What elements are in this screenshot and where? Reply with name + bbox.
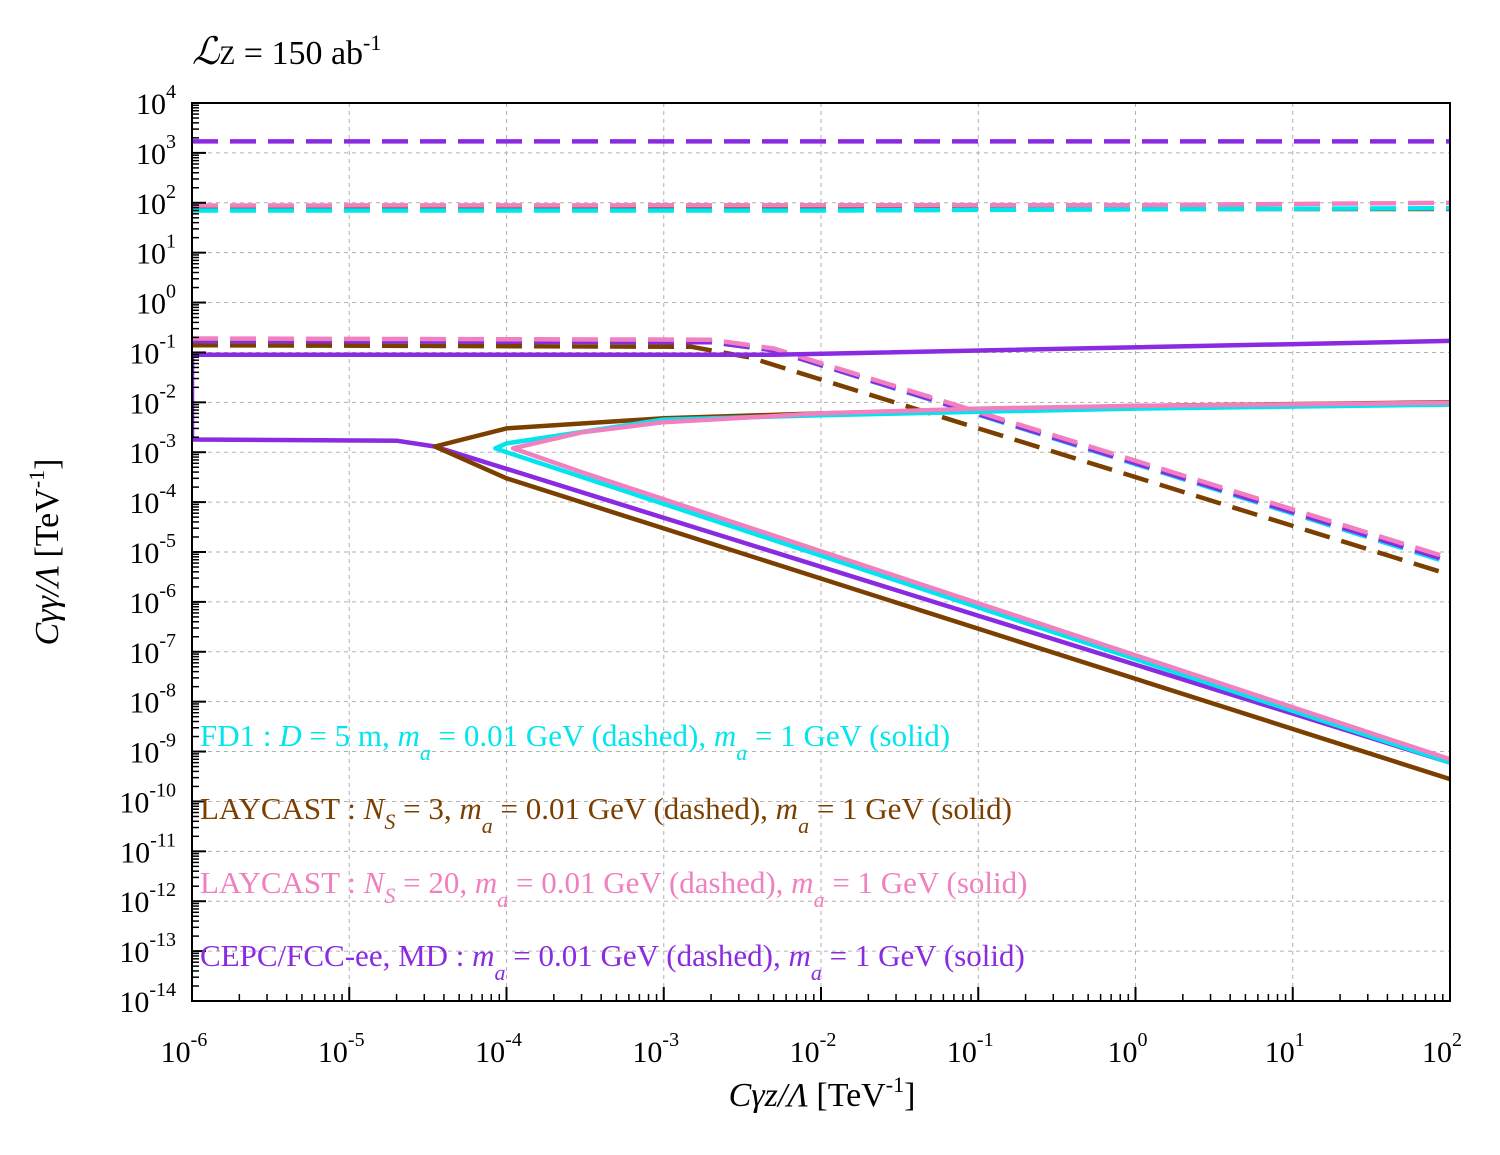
x-tick-label: 10-5 [318, 1029, 365, 1069]
y-tick-label: 103 [136, 131, 176, 171]
y-tick-label: 10-11 [120, 829, 176, 869]
legend-entry-laycast-ns20: LAYCAST : NS = 20, ma = 0.01 GeV (dashed… [200, 865, 1027, 912]
y-tick-label: 10-7 [129, 630, 176, 670]
x-tick-label: 10-1 [947, 1029, 994, 1069]
x-axis-title: Cγz/Λ [TeV-1] [729, 1072, 916, 1114]
y-tick-label: 10-5 [129, 530, 176, 570]
series-line-7 [192, 336, 1450, 561]
y-tick-label: 10-3 [129, 430, 176, 470]
grid [192, 103, 1450, 1001]
y-tick-label: 104 [136, 81, 176, 121]
y-tick-label: 10-1 [129, 330, 176, 370]
series-line-8 [192, 338, 1450, 765]
y-tick-label: 10-4 [129, 480, 176, 520]
legend-entry-fd1: FD1 : D = 5 m, ma = 0.01 GeV (dashed), m… [200, 718, 950, 765]
luminosity-label: ℒZ = 150 ab-1 [192, 30, 381, 73]
y-tick-label: 100 [136, 281, 176, 321]
x-tick-label: 100 [1108, 1029, 1148, 1069]
y-tick-label: 102 [136, 181, 176, 221]
x-tick-label: 102 [1422, 1029, 1462, 1069]
legend-entry-cepc-fcc-md: CEPC/FCC-ee, MD : ma = 0.01 GeV (dashed)… [200, 938, 1025, 985]
series-line-10 [493, 402, 1450, 765]
series-line-1 [192, 205, 1450, 213]
y-tick-label: 10-10 [119, 779, 176, 819]
x-tick-label: 101 [1265, 1029, 1305, 1069]
axis-ticks [191, 102, 1451, 1002]
x-tick-label: 10-6 [161, 1029, 208, 1069]
series-line-2 [192, 200, 1450, 208]
legend-entry-laycast-ns3: LAYCAST : NS = 3, ma = 0.01 GeV (dashed)… [200, 791, 1012, 838]
y-tick-label: 10-2 [129, 380, 176, 420]
y-tick-label: 101 [136, 231, 176, 271]
y-tick-label: 10-12 [119, 879, 176, 919]
plot-series [192, 139, 1450, 782]
y-tick-label: 10-9 [129, 730, 176, 770]
y-tick-label: 10-13 [119, 929, 176, 969]
x-tick-labels: 10-6 10-5 10-4 10-3 10-2 10-1 100 101 102 [161, 1029, 1462, 1069]
legend: FD1 : D = 5 m, ma = 0.01 GeV (dashed), m… [200, 718, 1027, 985]
y-tick-label: 10-14 [119, 979, 176, 1019]
y-axis-title: Cγγ/Λ [TeV-1] [24, 459, 66, 646]
x-tick-label: 10-3 [632, 1029, 679, 1069]
y-tick-label: 10-8 [129, 680, 176, 720]
series-line-11 [510, 400, 1450, 762]
y-tick-labels: 104 103 102 101 100 10-1 10-2 10-3 10-4 10-5 10-6 1… [119, 81, 176, 1019]
series-line-4 [192, 342, 1450, 577]
y-tick-label: 10-6 [129, 580, 176, 620]
x-tick-label: 10-2 [790, 1029, 837, 1069]
x-tick-label: 10-4 [475, 1029, 522, 1069]
